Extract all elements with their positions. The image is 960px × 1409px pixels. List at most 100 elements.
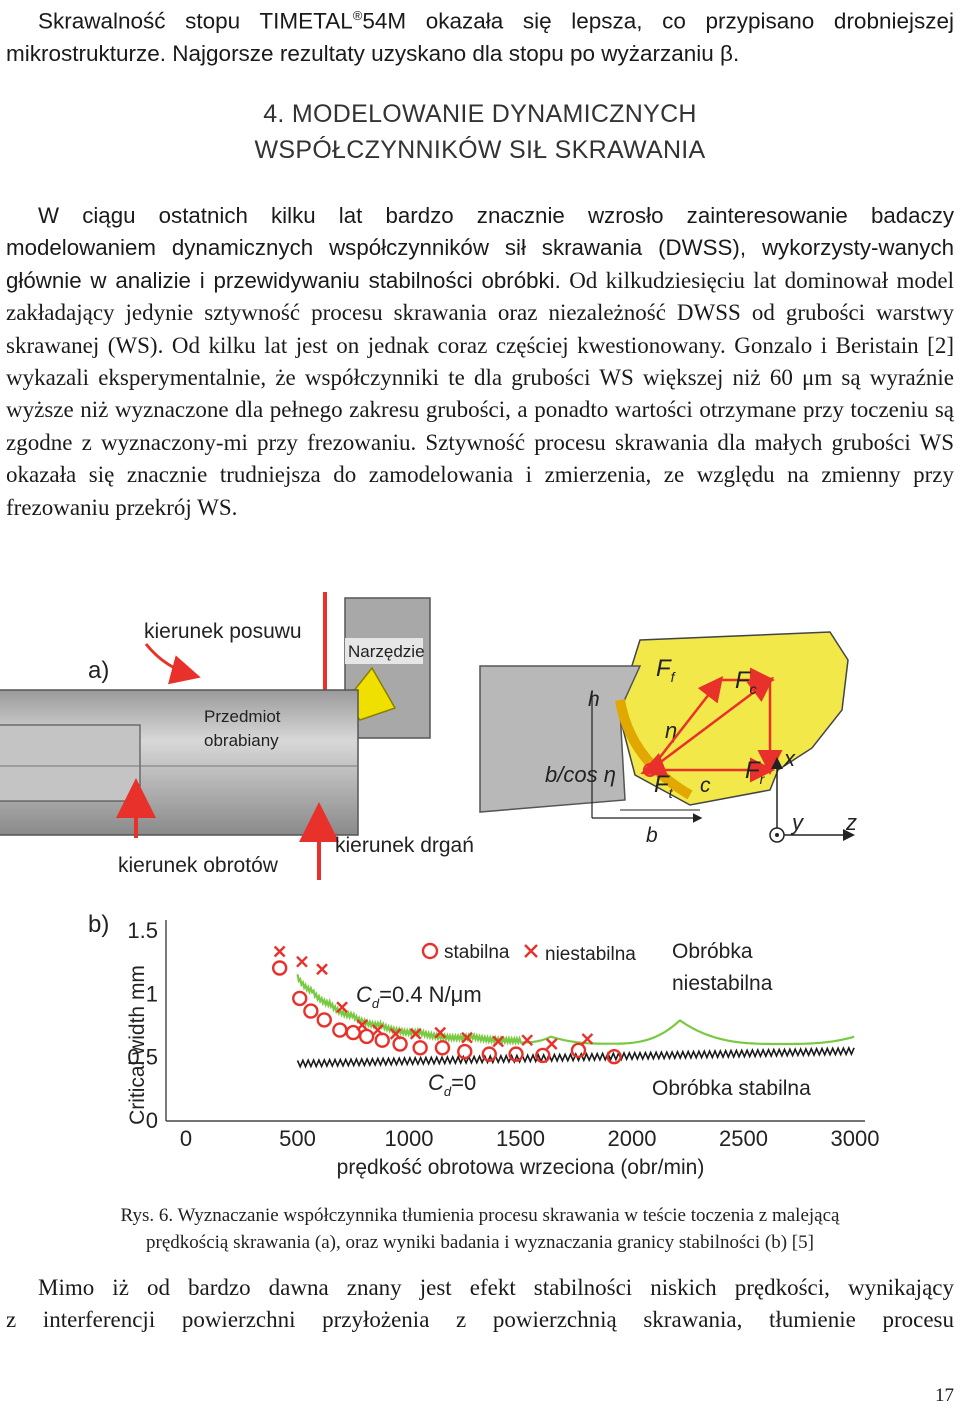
y-tick-label: 1.5 [127,918,158,943]
stable-marker [434,1040,451,1056]
registered-mark: ® [352,8,363,23]
stable-marker [271,960,288,976]
x-tick-label: 1000 [385,1126,434,1151]
caption-line2: prędkością skrawania (a), oraz wyniki ba… [146,1232,814,1253]
y-tick-label: 1 [146,981,158,1006]
stable-marker [457,1043,473,1060]
figure-caption: Rys. 6. Wyznaczanie współczynnika tłumie… [40,1202,920,1256]
section-heading-line1: 4. MODELOWANIE DYNAMICZNYCH [263,100,697,128]
stable-marker [570,1042,587,1059]
y-axis-label: Critical width mm [126,965,149,1125]
bottom-paragraph: Mimo iż od bardzo dawna znany jest efekt… [6,1272,954,1337]
bottom-line1: Mimo iż od bardzo dawna znany jest efekt… [38,1275,954,1300]
x-tick-label: 3000 [831,1126,880,1151]
symbol-h: h [588,688,600,711]
unstable-marker [521,1034,534,1047]
annotation-stable: Obróbka stabilna [652,1077,811,1100]
symbol-fc: Fc [735,667,757,697]
workpiece-label-2: obrabiany [204,731,279,750]
force-arrows [640,667,783,783]
top-line1-a: Skrawalność stopu TIMETAL [38,8,353,34]
tool-label: Narzędzie [348,642,425,661]
x-axis-label: prędkość obrotowa wrzeciona (obr/min) [337,1156,705,1179]
figure: a) kierunek posuwu Narzędzie Przedmiot o… [0,592,879,1179]
stability-chart: 0 500 1000 1500 2000 2500 3000 0 0.5 1 1.5 prędkość… [126,918,879,1179]
arrow-ft [640,752,669,777]
unstable-marker [316,963,328,976]
unstable-marker [336,1001,348,1014]
page-number: 17 [935,1385,954,1406]
stable-marker [332,1022,348,1038]
legend-unstable-marker [524,944,538,958]
section-heading-line2: WSPÓŁCZYNNIKÓW SIŁ SKRAWANIA [254,136,706,164]
tool-holder [344,597,431,739]
legend-unstable-label: niestabilna [545,944,636,965]
legend-stable-marker [421,942,439,960]
unstable-marker [409,1028,422,1040]
symbol-z: z [845,810,857,835]
stable-marker [345,1024,361,1041]
body-paragraph: W ciągu ostatnich kilku lat bardzo znacz… [6,200,954,524]
unstable-marker [389,1028,402,1040]
legend-stable-label: stabilna [444,942,510,963]
symbol-eta: η [665,718,677,743]
symbol-c: c [700,774,711,797]
unstable-marker [371,1024,384,1036]
top-line1-b: 54M okazała się lepsza, co przypisano dr… [362,8,954,34]
stable-marker [412,1040,428,1056]
x-tick-label: 500 [279,1126,316,1151]
force-origin [643,763,657,777]
x-tick-label: 0 [180,1126,192,1151]
symbol-b-cos: b/cos η [545,762,616,787]
caption-line1: Rys. 6. Wyznaczanie współczynnika tłumie… [120,1205,840,1226]
cd-label-damped: Cd=0.4 N/μm [356,982,482,1011]
panel-a-label: a) [88,657,109,684]
unstable-marker [273,945,286,958]
symbol-b: b [646,824,658,847]
x-tick-label: 2000 [608,1126,657,1151]
unstable-marker [545,1038,558,1050]
stable-marker [358,1028,375,1045]
unstable-marker [581,1033,594,1045]
stable-marker [606,1048,622,1065]
symbol-x: x [783,746,796,771]
stable-marker [392,1036,408,1052]
section-heading: 4. MODELOWANIE DYNAMICZNYCH WSPÓŁCZYNNIK… [0,96,960,168]
undamped-curve [296,1045,855,1069]
workpiece-block [479,665,642,813]
unstable-marker [461,1031,473,1044]
symbol-fr: Fr [745,757,766,787]
symbol-ft: Ft [654,771,674,801]
unstable-marker [356,1019,369,1031]
cd-label-undamped: Cd=0 [428,1070,476,1099]
stable-marker [535,1047,551,1064]
workpiece-shaft [0,724,141,802]
stable-marker [481,1046,497,1062]
body-paragraph-serif: Od kilkudziesięciu lat dominował model z… [6,267,954,520]
arrow-fc [649,677,774,771]
feed-direction-label: kierunek posuwu [144,620,302,643]
unstable-marker [296,955,308,968]
axis-origin-dot [775,833,779,837]
symbol-ff: Ff [656,655,677,685]
chip-zone [617,631,849,806]
symbol-y: y [790,810,805,835]
body-paragraph-sans: W ciągu ostatnich kilku lat bardzo znacz… [6,203,954,293]
stable-marker [303,1003,319,1019]
panel-b-label: b) [88,911,109,938]
rotation-direction-label: kierunek obrotów [118,854,279,877]
stable-marker [374,1032,390,1048]
stable-marker [316,1012,332,1028]
x-tick-label: 2500 [719,1126,768,1151]
feed-pointer-arrow [144,643,201,685]
top-paragraph: Skrawalność stopu TIMETAL®54M okazała si… [6,0,954,70]
workpiece-label-1: Przedmiot [204,707,281,726]
unstable-marker [434,1026,447,1039]
annotation-unstable-1: Obróbka [672,940,753,963]
y-tick-label: 0 [146,1108,158,1133]
top-line2: mikrostrukturze. Najgorsze rezultaty uzy… [6,40,740,66]
tool-label-bg [345,638,423,664]
y-tick-label: 0.5 [127,1045,158,1070]
stable-marker [508,1046,524,1062]
unstable-marker [492,1035,505,1048]
